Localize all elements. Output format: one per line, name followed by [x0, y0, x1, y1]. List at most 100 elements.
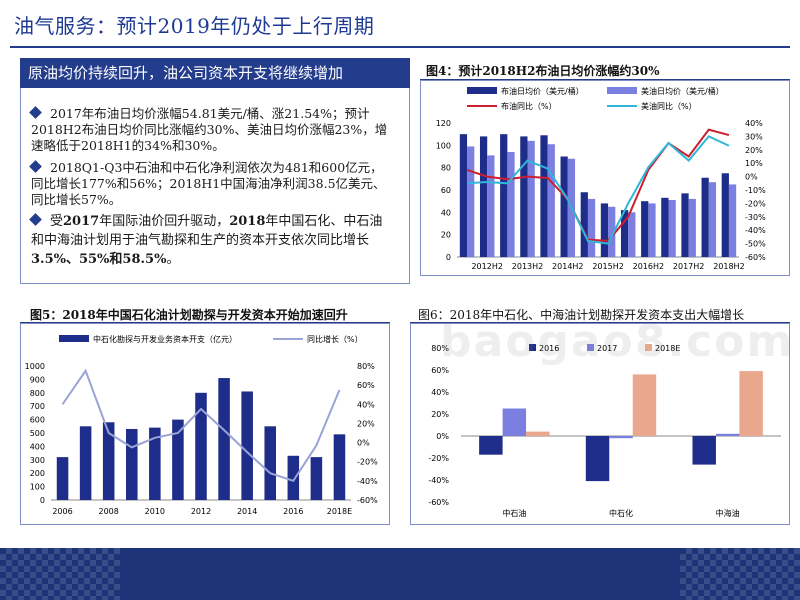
y-right-tick: -40%	[745, 226, 766, 235]
bar-capex-growth	[526, 431, 550, 436]
x-category-label: 中石化	[609, 508, 633, 518]
bar-capex	[172, 419, 184, 500]
y-left-tick: 600	[30, 416, 45, 425]
legend-label: 同比增长（%）	[307, 334, 363, 344]
bullet-2-text: 2018Q1-Q3中石油和中石化净利润依次为481和600亿元，同比增长177%…	[31, 160, 386, 207]
line-capex-yoy	[61, 368, 341, 483]
legend-swatch	[645, 344, 652, 351]
y-left-tick: 100	[436, 141, 451, 150]
panel-body: 2017年布油日均价涨幅54.81美元/桶、涨21.54%；预计2018H2布油…	[20, 88, 410, 284]
fig4-caption: 图4：预计2018H2布油日均价涨幅约30%	[426, 64, 660, 78]
y-tick: 60%	[431, 366, 449, 375]
bullet-3-bold: 3.5%、55%和58.5%	[31, 252, 167, 267]
legend-label: 布油日均价（美元/桶）	[501, 86, 584, 96]
fig5-rule	[20, 322, 390, 323]
bullet-3-part: 受	[50, 214, 64, 229]
diamond-bullet-icon	[29, 106, 42, 119]
bar-brent-price	[459, 134, 468, 257]
y-tick: -40%	[428, 476, 449, 485]
legend-swatch	[529, 344, 536, 351]
legend-swatch	[587, 344, 594, 351]
y-left-tick: 1000	[25, 362, 45, 371]
y-tick: -60%	[428, 498, 449, 507]
y-left-tick: 80	[441, 164, 451, 173]
bar-wti-price	[547, 144, 555, 257]
diamond-bullet-icon	[29, 160, 42, 173]
y-left-tick: 900	[30, 375, 45, 384]
y-right-tick: -40%	[357, 477, 378, 486]
title-divider	[10, 46, 790, 48]
bullet-2: 2018Q1-Q3中石油和中石化净利润依次为481和600亿元，同比增长177%…	[29, 160, 391, 208]
bar-wti-price	[728, 184, 737, 257]
bar-capex	[241, 391, 253, 500]
bar-wti-price	[527, 140, 535, 257]
fig4-chart: 布油日均价（美元/桶） 美油日均价（美元/桶） 布油同比（%） 美油同比（%） 0 20 4…	[436, 86, 766, 271]
y-right-tick: -30%	[745, 213, 766, 222]
y-left-tick: 500	[30, 429, 45, 438]
y-left-tick: 200	[30, 469, 45, 478]
x-tick-label: 2012	[191, 507, 211, 516]
y-left-tick: 20	[441, 231, 451, 240]
x-category-label: 中海油	[716, 508, 740, 518]
bar-capex	[126, 428, 138, 500]
x-tick-label: 2006	[52, 507, 72, 516]
bar-capex	[149, 427, 161, 500]
fig5-caption: 图5：2018年中国石化油计划勘探与开发资本开始加速回升	[30, 308, 348, 322]
y-right-tick: 0%	[357, 439, 370, 448]
x-tick-label: 2010	[145, 507, 165, 516]
y-right-tick: 20%	[357, 419, 375, 428]
x-tick-label: 2017H2	[673, 262, 704, 271]
bar-capex-growth	[739, 371, 763, 436]
y-right-tick: 10%	[745, 159, 763, 168]
y-right-tick: -20%	[357, 458, 378, 467]
y-right-tick: -10%	[745, 186, 766, 195]
legend-label: 美油日均价（美元/桶）	[641, 86, 724, 96]
bar-wti-price	[507, 152, 515, 257]
footer-pattern-left	[0, 548, 120, 600]
fig6-caption: 图6：2018年中石化、中海油计划勘探开发资本支出大幅增长	[418, 308, 745, 322]
legend-label: 2016	[539, 344, 559, 353]
footer-bar	[0, 548, 800, 600]
bar-brent-price	[580, 192, 588, 257]
x-tick-label: 2014H2	[552, 262, 583, 271]
y-left-tick: 120	[436, 119, 451, 128]
y-right-tick: -60%	[745, 253, 766, 262]
panel-heading: 原油均价持续回升，油公司资本开支将继续增加	[20, 58, 410, 88]
bar-wti-price	[467, 146, 475, 257]
y-tick: 40%	[431, 388, 449, 397]
y-tick: 20%	[431, 410, 449, 419]
fig4-box: 布油日均价（美元/桶） 美油日均价（美元/桶） 布油同比（%） 美油同比（%） 0 20 4…	[420, 80, 790, 276]
x-tick-label: 2008	[99, 507, 119, 516]
bar-capex	[264, 426, 276, 500]
y-right-tick: 0%	[745, 173, 758, 182]
bar-brent-price	[641, 201, 649, 257]
bar-capex	[333, 434, 346, 500]
y-left-tick: 400	[30, 442, 45, 451]
fig5-box: 中石化勘探与开发业务资本开支（亿元） 同比增长（%） 0 100 200 300 400 50…	[20, 323, 390, 525]
y-right-tick: 20%	[745, 146, 763, 155]
bar-wti-price	[648, 203, 656, 257]
page-title: 油气服务：预计2019年仍处于上行周期	[14, 14, 375, 38]
bar-brent-price	[500, 134, 508, 257]
y-tick: -20%	[428, 454, 449, 463]
x-tick-label: 2018E	[327, 507, 352, 516]
bar-capex	[195, 392, 207, 500]
bar-brent-price	[520, 136, 528, 257]
fig6-box: 2016 2017 2018E -60% -40% -20% 0% 20% 40% 60% 80% 中…	[410, 323, 790, 525]
bar-brent-price	[681, 193, 689, 257]
fig5-chart: 中石化勘探与开发业务资本开支（亿元） 同比增长（%） 0 100 200 300 400 50…	[25, 334, 378, 516]
bullet-3-part: 年中国石化、中石油和中海油计划用于油气勘探和生产的资本开支依次同比增长	[31, 214, 383, 248]
bar-capex-growth	[502, 408, 527, 436]
y-right-tick: 30%	[745, 132, 763, 141]
legend-label: 布油同比（%）	[501, 101, 557, 111]
bar-wti-price	[628, 212, 636, 257]
bullet-1-text: 2017年布油日均价涨幅54.81美元/桶、涨21.54%；预计2018H2布油…	[31, 106, 388, 153]
x-tick-label: 2015H2	[592, 262, 623, 271]
y-left-tick: 100	[30, 483, 45, 492]
bar-brent-price	[540, 135, 548, 257]
legend-swatch-wti-bar	[607, 87, 637, 94]
bar-brent-price	[620, 210, 629, 257]
bullet-3-bold: 2017	[63, 214, 100, 229]
x-tick-label: 2012H2	[471, 262, 502, 271]
line-wti-yoy	[467, 135, 730, 245]
